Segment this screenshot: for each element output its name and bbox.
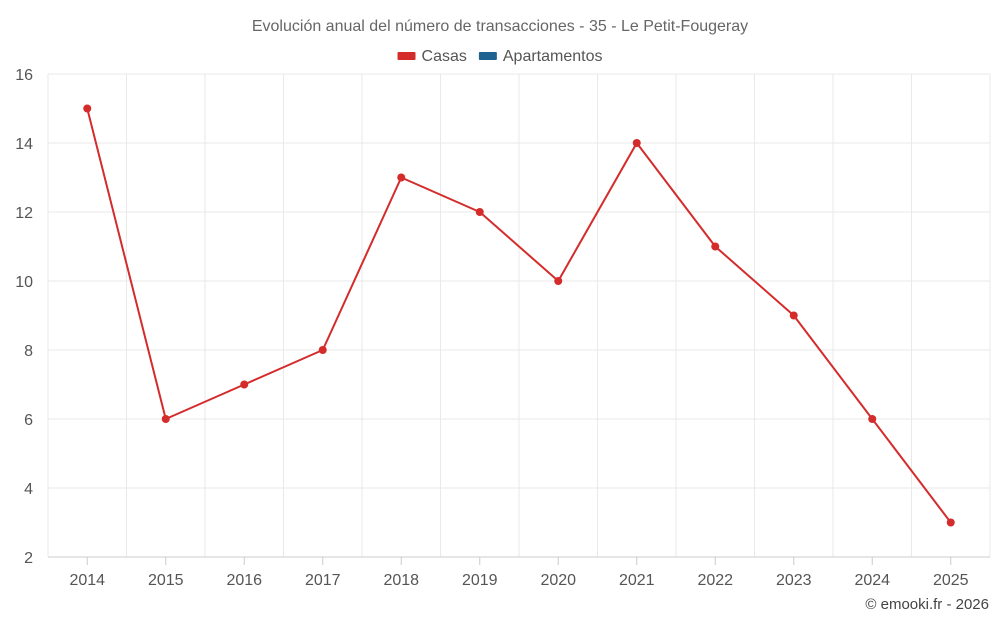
y-tick-label: 16 xyxy=(15,67,33,84)
data-point xyxy=(161,415,170,423)
x-tick-label: 2019 xyxy=(462,572,498,589)
x-tick-label: 2022 xyxy=(697,572,733,589)
series-layer xyxy=(83,104,955,527)
data-point xyxy=(789,311,798,320)
x-tick-label: 2020 xyxy=(540,572,576,589)
x-tick-label: 2023 xyxy=(776,572,812,589)
y-tick-label: 12 xyxy=(15,205,33,222)
x-tick-label: 2024 xyxy=(854,572,890,589)
legend-label: Apartamentos xyxy=(503,48,603,65)
x-tick-label: 2021 xyxy=(619,572,655,589)
legend-label: Casas xyxy=(422,48,467,65)
legend-item-apartamentos: Apartamentos xyxy=(478,48,603,65)
x-tick-label: 2016 xyxy=(226,572,262,589)
y-tick-label: 4 xyxy=(24,481,33,498)
x-tick-label: 2014 xyxy=(69,572,105,589)
x-tick-label: 2015 xyxy=(148,572,184,589)
x-tick-label: 2017 xyxy=(305,572,341,589)
grid xyxy=(47,73,991,557)
data-point xyxy=(240,380,249,389)
legend-swatch xyxy=(397,52,416,60)
legend-item-casas: Casas xyxy=(397,48,467,65)
data-point xyxy=(397,173,406,182)
data-point xyxy=(475,208,484,216)
x-tick-label: 2025 xyxy=(933,572,969,589)
y-tick-label: 8 xyxy=(24,343,33,360)
legend: Casas Apartamentos xyxy=(397,48,603,65)
credit-text: © emooki.fr - 2026 xyxy=(865,596,989,613)
data-point xyxy=(554,277,563,285)
axes: 2 4 6 8 10 12 14 16 2014 2015 2016 2017 2018 2019 2020… xyxy=(15,67,990,589)
data-point xyxy=(946,518,955,527)
x-tick-label: 2018 xyxy=(383,572,419,589)
y-tick-label: 14 xyxy=(15,136,33,153)
y-tick-label: 2 xyxy=(24,550,33,567)
series-line-casas xyxy=(86,108,952,524)
data-point xyxy=(711,242,720,251)
data-point xyxy=(318,346,327,354)
chart-title: Evolución anual del número de transaccio… xyxy=(252,18,748,35)
y-tick-label: 10 xyxy=(15,274,33,291)
data-point xyxy=(632,139,641,147)
legend-swatch xyxy=(478,52,497,60)
y-tick-label: 6 xyxy=(24,412,33,429)
data-point xyxy=(83,104,92,113)
data-point xyxy=(868,415,877,423)
